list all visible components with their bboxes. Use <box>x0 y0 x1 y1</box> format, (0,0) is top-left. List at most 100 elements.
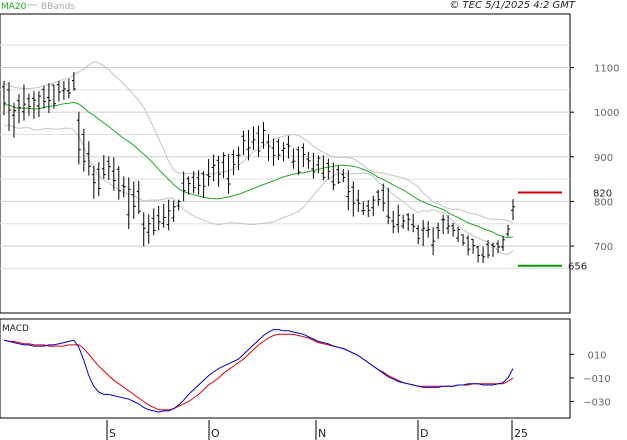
ohlc-bar <box>186 176 191 195</box>
ohlc-bar <box>176 199 181 211</box>
ohlc-bar <box>266 134 271 161</box>
ohlc-bar <box>471 238 476 254</box>
ohlc-bar <box>251 126 256 151</box>
level-label-820: 820 <box>593 189 612 200</box>
x-axis: S O N D 25 <box>106 420 528 440</box>
ohlc-bar <box>111 157 116 191</box>
ohlc-bar <box>356 189 361 213</box>
x-tick-label: O <box>211 427 220 440</box>
ohlc-bar <box>201 171 206 198</box>
ohlc-bar <box>116 166 121 200</box>
ohlc-bar <box>26 93 31 116</box>
ohlc-bar <box>496 240 501 254</box>
ohlc-bar <box>346 170 351 211</box>
ohlc-bar <box>121 176 126 198</box>
ohlc-bar <box>66 78 71 99</box>
ma20-line <box>3 101 514 239</box>
ohlc-bar <box>321 155 326 181</box>
ohlc-bar <box>461 234 466 246</box>
ohlc-bar <box>466 235 471 256</box>
ohlc-bar <box>56 80 61 102</box>
ohlc-bar <box>31 91 36 119</box>
ohlc-bar <box>36 91 41 118</box>
ohlc-bar <box>366 200 371 218</box>
ohlc-bar <box>326 158 331 180</box>
ohlc-bar <box>166 199 171 231</box>
ohlc-bar <box>481 246 486 264</box>
price-panel: 700 800 900 1000 1100 <box>0 13 619 314</box>
ohlc-bar <box>226 154 231 194</box>
x-tick-label: S <box>109 427 116 440</box>
ohlc-bar <box>451 222 456 237</box>
ohlc-bar <box>216 155 221 187</box>
ohlc-bar <box>271 138 276 166</box>
macd-tick-label: 010 <box>587 350 606 361</box>
ohlc-bar <box>46 83 51 114</box>
ohlc-bar <box>311 152 316 179</box>
ohlc-bar <box>231 149 236 176</box>
ohlc-bar <box>106 156 111 181</box>
macd-line <box>3 329 514 413</box>
ohlc-bar <box>446 215 451 235</box>
ohlc-bar <box>331 162 336 191</box>
ohlc-bar <box>161 204 166 228</box>
macd-panel: MACD 010 −010 −030 <box>0 318 611 419</box>
ohlc-bar <box>196 170 201 195</box>
ohlc-bar <box>286 135 291 159</box>
ohlc-bar <box>2 80 6 116</box>
level-label-656: 656 <box>568 262 587 273</box>
price-tick-label: 1000 <box>594 108 619 119</box>
ohlc-bar <box>81 128 86 172</box>
ohlc-bar <box>501 235 506 251</box>
ohlc-bar <box>171 200 176 222</box>
legend-bbands: BBands <box>41 2 75 12</box>
ohlc-bar <box>431 227 436 255</box>
price-tick-label: 700 <box>594 242 613 253</box>
copyright-label: © TEC 5/1/2025 4:2 GMT <box>449 0 576 11</box>
ohlc-bar <box>441 214 446 235</box>
ohlc-bar <box>101 155 106 179</box>
ohlc-bar <box>361 201 366 215</box>
x-tick-label: D <box>420 427 428 440</box>
ohlc-bar <box>456 226 461 243</box>
ohlc-bar <box>341 168 346 183</box>
ohlc-bar <box>16 94 21 124</box>
ohlc-bar <box>221 152 226 179</box>
ohlc-bar <box>96 162 101 197</box>
ohlc-bar <box>6 81 11 131</box>
ohlc-bar <box>351 181 356 217</box>
ohlc-bar <box>11 102 16 138</box>
ohlc-bar <box>491 242 496 257</box>
ohlc-bar <box>191 171 196 194</box>
ohlc-bar <box>21 84 26 121</box>
ohlc-bar <box>276 138 281 160</box>
ohlc-bar <box>281 142 286 162</box>
ohlc-bar <box>511 199 515 221</box>
ohlc-bar <box>486 240 491 259</box>
ohlc-bar <box>86 141 91 176</box>
ohlc-bar <box>136 180 141 214</box>
ohlc-bar <box>296 146 301 175</box>
ohlc-bar <box>181 171 186 202</box>
ohlc-bar <box>241 130 246 156</box>
x-tick-label: N <box>318 427 326 440</box>
ohlc-bar <box>411 213 416 233</box>
price-tick-label: 800 <box>594 197 613 208</box>
macd-signal-line <box>3 333 514 411</box>
ohlc-bar <box>211 154 216 182</box>
ohlc-bar <box>376 189 381 206</box>
macd-title: MACD <box>2 324 29 334</box>
price-frame <box>0 13 571 314</box>
ohlc-bar <box>41 85 46 109</box>
price-levels: 820 656 <box>518 189 612 273</box>
ohlc-bar <box>421 220 426 247</box>
ohlc-bar <box>126 177 131 230</box>
ohlc-bar <box>336 165 341 185</box>
ohlc-bar <box>371 195 376 217</box>
ohlc-bar <box>261 121 266 149</box>
ohlc-bar <box>206 159 211 187</box>
ohlc-bar <box>236 146 241 171</box>
ohlc-bar <box>156 205 161 231</box>
